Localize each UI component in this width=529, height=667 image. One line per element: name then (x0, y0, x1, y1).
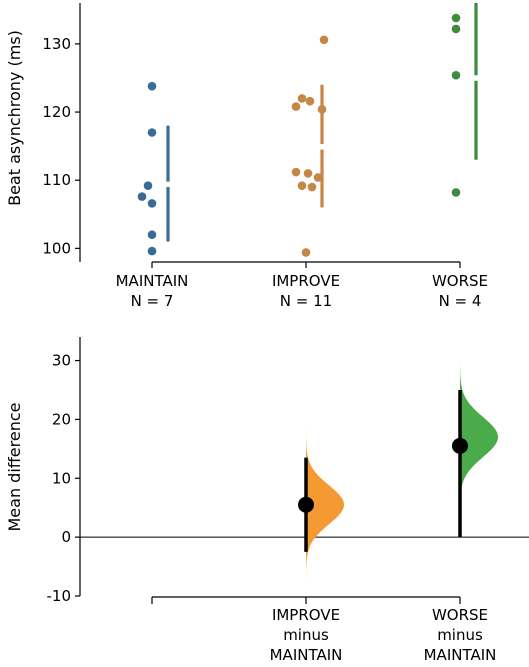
top-category-label: WORSE (432, 272, 488, 290)
bottom-y-tick-label: 0 (61, 528, 71, 546)
bottom-y-axis-label: Mean difference (5, 403, 24, 532)
data-point (305, 96, 315, 106)
data-point (451, 13, 461, 23)
data-point (147, 230, 157, 240)
bottom-category-label: MAINTAIN (270, 646, 343, 664)
top-category-label: MAINTAIN (116, 272, 189, 290)
data-point (143, 181, 153, 190)
mean-difference-point (452, 437, 468, 454)
data-point (291, 102, 301, 111)
bottom-category-label: IMPROVE (272, 606, 340, 624)
data-point (451, 24, 461, 34)
bottom-category-label: WORSE (432, 606, 488, 624)
data-point (313, 173, 323, 182)
top-category-label: IMPROVE (272, 272, 340, 290)
bottom-category-label: MAINTAIN (424, 646, 497, 664)
data-point (451, 70, 461, 80)
bottom-y-tick-label: 20 (52, 410, 71, 428)
data-point (297, 181, 307, 190)
data-point (303, 169, 313, 178)
top-category-count: N = 7 (131, 292, 174, 310)
bottom-category-label: minus (437, 626, 483, 644)
bottom-category-label: minus (283, 626, 329, 644)
data-point (307, 182, 317, 192)
data-point (301, 248, 311, 257)
top-panel-asynchrony: Beat asynchrony (ms) 100 110 120 130 MAINTAI… (5, 3, 488, 310)
data-point (451, 188, 461, 197)
bottom-y-tick-label: 10 (52, 469, 71, 487)
mean-difference-point (298, 496, 314, 513)
top-y-tick-label: 110 (42, 171, 71, 189)
bootstrap-distribution (460, 351, 498, 508)
top-category-count: N = 11 (280, 292, 332, 310)
data-point (137, 192, 147, 201)
data-point (297, 94, 307, 103)
data-point (147, 81, 157, 91)
top-y-tick-label: 120 (42, 103, 71, 121)
data-point (147, 246, 157, 256)
top-y-axis-label: Beat asynchrony (ms) (5, 30, 24, 206)
bottom-panel-mean-difference: Mean difference -10 0 10 20 30 IMPROVE minus MA… (5, 337, 529, 664)
data-point (147, 128, 157, 137)
bottom-y-tick-label: -10 (47, 587, 72, 605)
top-y-tick-label: 130 (42, 35, 71, 53)
data-point (291, 167, 301, 177)
bottom-y-tick-label: 30 (52, 352, 71, 370)
data-point (147, 199, 157, 208)
top-category-count: N = 4 (439, 292, 482, 310)
top-y-tick-label: 100 (42, 239, 71, 257)
data-point (319, 35, 329, 45)
bootstrap-distribution (306, 422, 344, 582)
